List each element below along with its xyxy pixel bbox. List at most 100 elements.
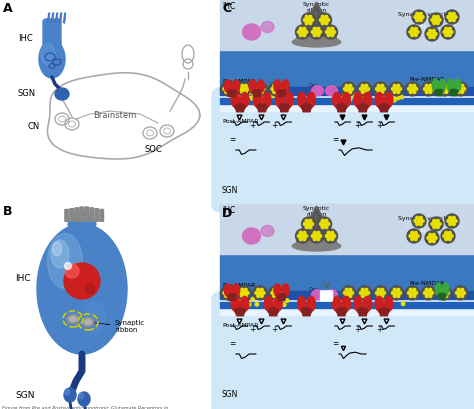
Ellipse shape	[228, 294, 231, 297]
Ellipse shape	[274, 80, 281, 92]
Ellipse shape	[309, 22, 312, 25]
Ellipse shape	[313, 27, 316, 30]
Ellipse shape	[399, 94, 402, 98]
FancyBboxPatch shape	[338, 104, 345, 112]
Ellipse shape	[457, 84, 460, 87]
Ellipse shape	[333, 234, 336, 238]
Ellipse shape	[399, 292, 401, 294]
Text: A: A	[3, 2, 13, 15]
Ellipse shape	[452, 216, 455, 219]
Ellipse shape	[349, 288, 352, 291]
Ellipse shape	[361, 95, 365, 98]
Ellipse shape	[427, 292, 430, 294]
Ellipse shape	[445, 27, 447, 30]
Ellipse shape	[221, 82, 235, 96]
Ellipse shape	[393, 288, 396, 291]
Ellipse shape	[433, 226, 436, 229]
Ellipse shape	[225, 84, 228, 87]
Ellipse shape	[284, 93, 288, 96]
Ellipse shape	[441, 84, 444, 87]
Ellipse shape	[285, 93, 288, 97]
Ellipse shape	[258, 98, 262, 101]
Ellipse shape	[343, 92, 346, 96]
Ellipse shape	[432, 36, 435, 38]
Text: +: +	[376, 326, 382, 335]
FancyBboxPatch shape	[65, 209, 67, 221]
Ellipse shape	[364, 99, 368, 102]
Ellipse shape	[277, 294, 286, 299]
Ellipse shape	[37, 224, 127, 354]
Ellipse shape	[425, 231, 439, 245]
Ellipse shape	[375, 92, 383, 107]
Ellipse shape	[245, 84, 247, 87]
Text: IHC: IHC	[222, 206, 235, 215]
Ellipse shape	[399, 88, 401, 90]
Ellipse shape	[365, 294, 368, 297]
Ellipse shape	[225, 288, 228, 291]
Ellipse shape	[240, 297, 249, 311]
Ellipse shape	[377, 84, 380, 87]
Ellipse shape	[413, 91, 416, 93]
Ellipse shape	[439, 292, 442, 294]
Ellipse shape	[445, 91, 448, 93]
Ellipse shape	[418, 16, 420, 18]
Ellipse shape	[325, 22, 328, 25]
Ellipse shape	[349, 294, 352, 297]
Ellipse shape	[421, 16, 424, 18]
Ellipse shape	[461, 91, 464, 93]
Ellipse shape	[443, 292, 446, 294]
Ellipse shape	[416, 19, 419, 22]
Ellipse shape	[381, 91, 384, 93]
Ellipse shape	[53, 242, 62, 256]
Ellipse shape	[379, 88, 382, 90]
Ellipse shape	[82, 317, 94, 326]
Text: SGN: SGN	[15, 391, 35, 400]
Ellipse shape	[225, 294, 228, 297]
Ellipse shape	[313, 34, 316, 37]
Text: Glu: Glu	[418, 229, 426, 234]
FancyBboxPatch shape	[75, 208, 77, 221]
Ellipse shape	[443, 235, 446, 237]
Ellipse shape	[359, 292, 362, 294]
Ellipse shape	[310, 229, 324, 243]
Ellipse shape	[447, 235, 449, 237]
Ellipse shape	[361, 294, 364, 297]
Ellipse shape	[445, 231, 447, 234]
Ellipse shape	[463, 292, 465, 294]
Ellipse shape	[388, 93, 392, 97]
Ellipse shape	[241, 91, 244, 93]
Ellipse shape	[262, 98, 265, 101]
Ellipse shape	[326, 290, 337, 300]
FancyBboxPatch shape	[281, 104, 288, 112]
Ellipse shape	[235, 98, 238, 101]
FancyBboxPatch shape	[320, 291, 333, 301]
Text: =: =	[229, 339, 235, 348]
Ellipse shape	[273, 91, 275, 93]
Ellipse shape	[64, 388, 76, 402]
Ellipse shape	[457, 294, 460, 297]
Ellipse shape	[283, 92, 286, 95]
Ellipse shape	[441, 294, 444, 297]
Ellipse shape	[348, 98, 352, 101]
Ellipse shape	[84, 319, 91, 324]
Ellipse shape	[329, 234, 332, 238]
Ellipse shape	[317, 34, 320, 37]
FancyBboxPatch shape	[96, 209, 99, 221]
Ellipse shape	[318, 217, 331, 231]
Ellipse shape	[379, 308, 389, 314]
Ellipse shape	[257, 84, 260, 87]
Ellipse shape	[415, 88, 418, 90]
FancyBboxPatch shape	[95, 209, 97, 221]
Ellipse shape	[311, 31, 314, 34]
Ellipse shape	[243, 98, 246, 102]
Ellipse shape	[298, 297, 306, 311]
Ellipse shape	[326, 86, 337, 96]
Ellipse shape	[375, 297, 383, 311]
FancyBboxPatch shape	[439, 294, 445, 300]
Ellipse shape	[449, 223, 452, 225]
Ellipse shape	[47, 234, 82, 288]
Ellipse shape	[435, 89, 443, 94]
Ellipse shape	[242, 296, 245, 299]
Ellipse shape	[447, 220, 450, 222]
Ellipse shape	[317, 238, 320, 240]
